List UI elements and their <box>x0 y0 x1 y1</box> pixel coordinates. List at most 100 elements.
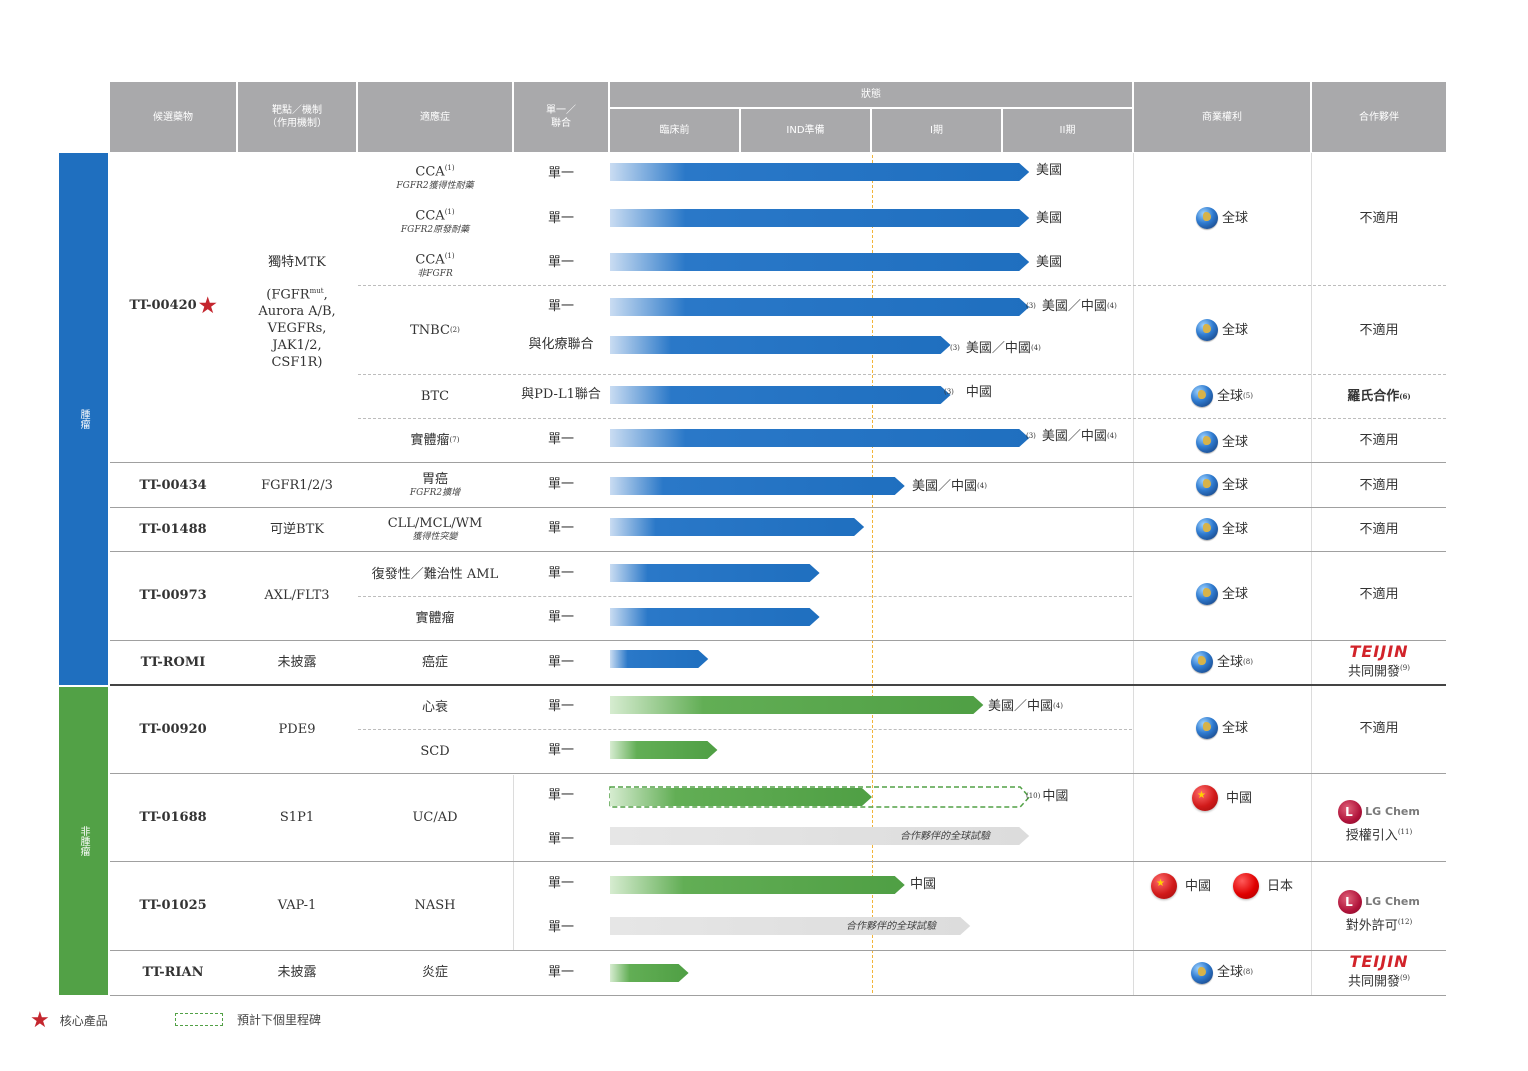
indication-hf: 心衰 <box>421 699 448 715</box>
row-sep <box>110 551 1446 552</box>
pipeline-bar <box>610 298 1030 316</box>
col-sep <box>1133 153 1134 995</box>
section-oncology: 腫瘤 <box>59 153 108 685</box>
bar-label: 合作夥伴的全球試驗 <box>846 920 936 932</box>
target-tt00973: AXL/FLT3 <box>264 588 330 603</box>
header-stage: 狀態 <box>610 82 1132 107</box>
header-ind: IND準備 <box>741 109 870 152</box>
partner-roche: 羅氏合作 (6) <box>1347 388 1411 404</box>
globe-icon <box>1195 319 1218 341</box>
row-sep <box>110 950 1446 951</box>
mode: 單一 <box>547 298 574 314</box>
pipeline-bar <box>610 788 872 806</box>
mode: 單一 <box>547 875 574 891</box>
mode: 單一 <box>547 520 574 536</box>
rights-global: 全球 <box>1134 310 1310 350</box>
mode: 單一 <box>547 210 574 226</box>
header-indication: 適應症 <box>358 82 512 152</box>
bar-label: 合作夥伴的全球試驗 <box>900 830 990 842</box>
bar-label: 中國 <box>910 876 937 892</box>
china-flag-icon <box>1191 785 1218 811</box>
pipeline-bar <box>610 917 971 935</box>
indication-cancer: 癌症 <box>421 654 448 670</box>
bar-label: (3) 美國／中國 (4) <box>1026 428 1117 444</box>
target-tt01688: S1P1 <box>279 809 315 825</box>
drug-tt00434: TT-00434 <box>139 477 207 493</box>
pipeline-bar <box>610 827 1030 845</box>
partner-na: 不適用 <box>1359 720 1399 736</box>
indication-nash: NASH <box>414 898 456 913</box>
pipeline-bar <box>610 564 820 582</box>
legend-next-label: 預計下個里程碑 <box>237 1013 322 1027</box>
globe-icon <box>1191 651 1214 673</box>
legend-core-label: 核心產品 <box>59 1014 108 1028</box>
indication-scd: SCD <box>420 743 450 759</box>
partner-na: 不適用 <box>1359 210 1399 226</box>
rights-global: 全球 <box>1134 509 1310 549</box>
header-phase1: I期 <box>872 109 1001 152</box>
target-line: Aurora A/B, <box>258 304 336 320</box>
partner-teijin: TEIJIN 共同開發(9) <box>1312 952 1446 992</box>
globe-icon <box>1195 583 1218 605</box>
sub-row-sep <box>358 596 1132 597</box>
indication-sub: FGFR2獲得性耐藥 <box>396 180 474 191</box>
header-partner: 合作夥伴 <box>1312 82 1446 152</box>
globe-icon <box>1195 717 1218 739</box>
row-sep <box>110 861 1446 862</box>
col-sep <box>513 775 514 951</box>
mode: 單一 <box>547 654 574 670</box>
japan-flag-icon <box>1233 873 1259 899</box>
drug-name: TT-00420 <box>129 297 197 313</box>
legend-core: ★ 核心產品 <box>30 1008 108 1033</box>
rights-china: 中國 <box>1134 780 1310 816</box>
drug-ttrian: TT-RIAN <box>142 965 204 980</box>
rights-global: 全球 <box>1134 708 1310 748</box>
bar-label: 美國／中國 (4) <box>988 698 1063 714</box>
indication-sub: FGFR2擴增 <box>409 488 461 498</box>
mode: 與化療聯合 <box>528 336 594 352</box>
indication-sub: 獲得性突變 <box>412 532 458 542</box>
bar-label: 美國 <box>1036 210 1063 226</box>
mode: 單一 <box>547 609 574 625</box>
lg-chem-logo: LG Chem <box>1338 889 1420 914</box>
header-target-line1: 靶點／機制 <box>272 105 322 116</box>
drug-tt00920: TT-00920 <box>139 721 207 737</box>
indication-cll: CLL/MCL/WM 獲得性突變 <box>358 509 512 549</box>
bar-label: 美國 <box>1036 162 1063 178</box>
globe-icon <box>1195 518 1218 540</box>
dashed-box-icon <box>175 1013 223 1026</box>
partner-lg-license-out: LG Chem 對外許可(12) <box>1312 886 1446 938</box>
indication-cca2: CCA(1) FGFR2原發耐藥 <box>358 202 512 238</box>
target-tt00420: 獨特MTK (FGFRmut, Aurora A/B, VEGFRs, JAK1… <box>238 250 356 375</box>
sub-row-sep <box>358 418 1446 419</box>
indication-sub: FGFR2原發耐藥 <box>400 224 470 235</box>
pipeline-bar <box>610 964 689 982</box>
partner-na: 不適用 <box>1359 521 1399 537</box>
target-tt00920: PDE9 <box>278 721 316 737</box>
indication-main: CCA(1) <box>415 164 455 180</box>
header-rights: 商業權利 <box>1134 82 1310 152</box>
pipeline-bar <box>610 209 1030 227</box>
indication-solid2: 實體瘤 <box>415 610 455 626</box>
target-line: CSF1R) <box>271 355 323 371</box>
bar-label: (3) 美國／中國 (4) <box>1026 298 1117 314</box>
indication-ucad: UC/AD <box>412 809 458 825</box>
pipeline-bar <box>610 253 1030 271</box>
indication-main: CCA(1) <box>415 208 455 224</box>
pipeline-bar <box>610 429 1030 447</box>
indication-cca1: CCA(1) FGFR2獲得性耐藥 <box>358 158 512 194</box>
pipeline-bar <box>610 876 905 894</box>
section-sep <box>110 684 1446 686</box>
bar-label: (3) 中國 <box>944 384 992 400</box>
partner-na: 不適用 <box>1359 586 1399 602</box>
target-line: JAK1/2, <box>272 338 322 354</box>
mode: 單一 <box>547 165 574 181</box>
drug-tt01688: TT-01688 <box>139 809 207 825</box>
row-sep <box>110 462 1446 463</box>
mode: 單一 <box>547 698 574 714</box>
header-candidate: 候選藥物 <box>110 82 236 152</box>
star-icon: ★ <box>30 1008 50 1033</box>
target-line: (FGFRmut, <box>266 286 328 303</box>
bar-label: (3) 美國／中國 (4) <box>950 340 1041 356</box>
indication-main: 胃癌 <box>421 472 448 487</box>
